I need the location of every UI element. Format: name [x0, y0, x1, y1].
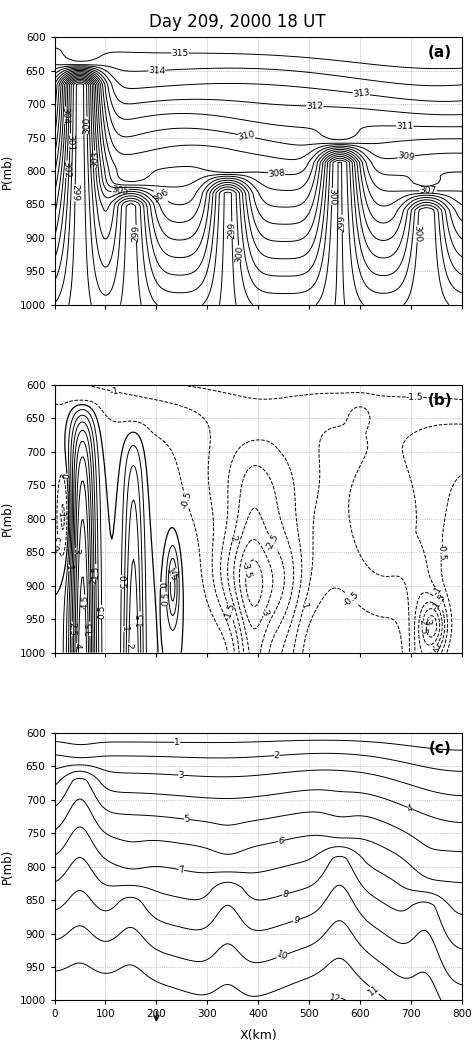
Y-axis label: P(mb): P(mb) — [1, 153, 14, 189]
Text: 1: 1 — [172, 568, 181, 575]
Text: 299: 299 — [227, 222, 237, 239]
Text: 0.5: 0.5 — [162, 592, 171, 606]
Text: 0: 0 — [156, 582, 165, 588]
Text: 5: 5 — [183, 815, 190, 824]
Text: -3.5: -3.5 — [240, 560, 254, 580]
Text: 1: 1 — [119, 626, 128, 632]
Text: -1: -1 — [56, 509, 66, 518]
Text: 9: 9 — [292, 915, 300, 925]
Text: 306: 306 — [151, 187, 171, 205]
Text: X(km): X(km) — [239, 1029, 277, 1042]
Text: 314: 314 — [148, 66, 165, 75]
Text: -3: -3 — [421, 617, 432, 628]
Text: 312: 312 — [306, 102, 324, 112]
Text: 12: 12 — [329, 993, 342, 1004]
Text: 299: 299 — [71, 185, 80, 202]
Text: (c): (c) — [429, 741, 452, 756]
Text: 0.5: 0.5 — [97, 604, 106, 619]
Text: Day 209, 2000 18 UT: Day 209, 2000 18 UT — [149, 13, 325, 31]
Text: 299: 299 — [337, 215, 347, 233]
Text: 2.5: 2.5 — [68, 621, 77, 636]
Text: 302: 302 — [62, 160, 72, 178]
Text: -0.5: -0.5 — [342, 589, 361, 609]
Text: 303: 303 — [90, 150, 100, 168]
Text: (b): (b) — [428, 393, 452, 408]
Text: 4: 4 — [72, 643, 81, 649]
Text: 1: 1 — [64, 565, 74, 571]
Text: -1.5: -1.5 — [223, 602, 237, 621]
Text: 2: 2 — [124, 643, 133, 649]
Text: -1: -1 — [299, 600, 310, 611]
Text: 8: 8 — [281, 889, 289, 900]
Text: (a): (a) — [428, 46, 452, 61]
Text: 4: 4 — [406, 803, 415, 813]
Text: 1.5: 1.5 — [164, 566, 179, 583]
Text: -2: -2 — [428, 643, 440, 655]
Text: 10: 10 — [275, 949, 289, 962]
Text: 300: 300 — [413, 225, 422, 242]
Text: -0.5: -0.5 — [437, 542, 447, 561]
Text: 304: 304 — [60, 106, 70, 124]
Text: -2.5: -2.5 — [418, 616, 428, 634]
Text: -2.5: -2.5 — [264, 532, 281, 552]
Text: -3: -3 — [259, 606, 271, 618]
Text: 3: 3 — [71, 548, 80, 554]
Text: 310: 310 — [237, 131, 256, 142]
Text: -1.5: -1.5 — [430, 593, 447, 612]
Text: 307: 307 — [419, 186, 437, 195]
Text: 1: 1 — [174, 738, 180, 747]
Text: 313: 313 — [352, 88, 370, 100]
Text: 3.5: 3.5 — [85, 621, 94, 636]
Text: 11: 11 — [367, 983, 382, 997]
Text: 3: 3 — [178, 771, 184, 780]
Text: -0.5: -0.5 — [179, 491, 193, 510]
Text: 300: 300 — [327, 188, 337, 205]
Text: 300: 300 — [82, 117, 92, 134]
Text: 309: 309 — [397, 151, 415, 162]
Text: 300: 300 — [234, 245, 245, 263]
Text: 4.5: 4.5 — [80, 595, 90, 610]
Y-axis label: P(mb): P(mb) — [1, 849, 14, 885]
Text: 2: 2 — [90, 579, 99, 584]
Text: -1: -1 — [431, 585, 444, 597]
Text: 308: 308 — [268, 169, 286, 179]
Text: 301: 301 — [65, 134, 75, 151]
Text: 311: 311 — [396, 121, 414, 131]
Text: 0: 0 — [63, 474, 72, 480]
Text: 6: 6 — [277, 836, 284, 846]
Text: -1: -1 — [109, 387, 120, 397]
Y-axis label: P(mb): P(mb) — [1, 501, 14, 536]
Text: 1.5: 1.5 — [91, 564, 100, 579]
Text: 305: 305 — [111, 185, 129, 195]
Text: 0.5: 0.5 — [117, 575, 126, 589]
Text: -0.5: -0.5 — [53, 535, 64, 553]
Text: 7: 7 — [178, 864, 185, 875]
Text: 2: 2 — [273, 751, 280, 760]
Text: -2: -2 — [228, 532, 238, 543]
Text: -1.5: -1.5 — [406, 393, 423, 401]
Text: 1.5: 1.5 — [136, 612, 145, 626]
Text: 299: 299 — [132, 225, 141, 242]
Text: 315: 315 — [171, 49, 189, 57]
